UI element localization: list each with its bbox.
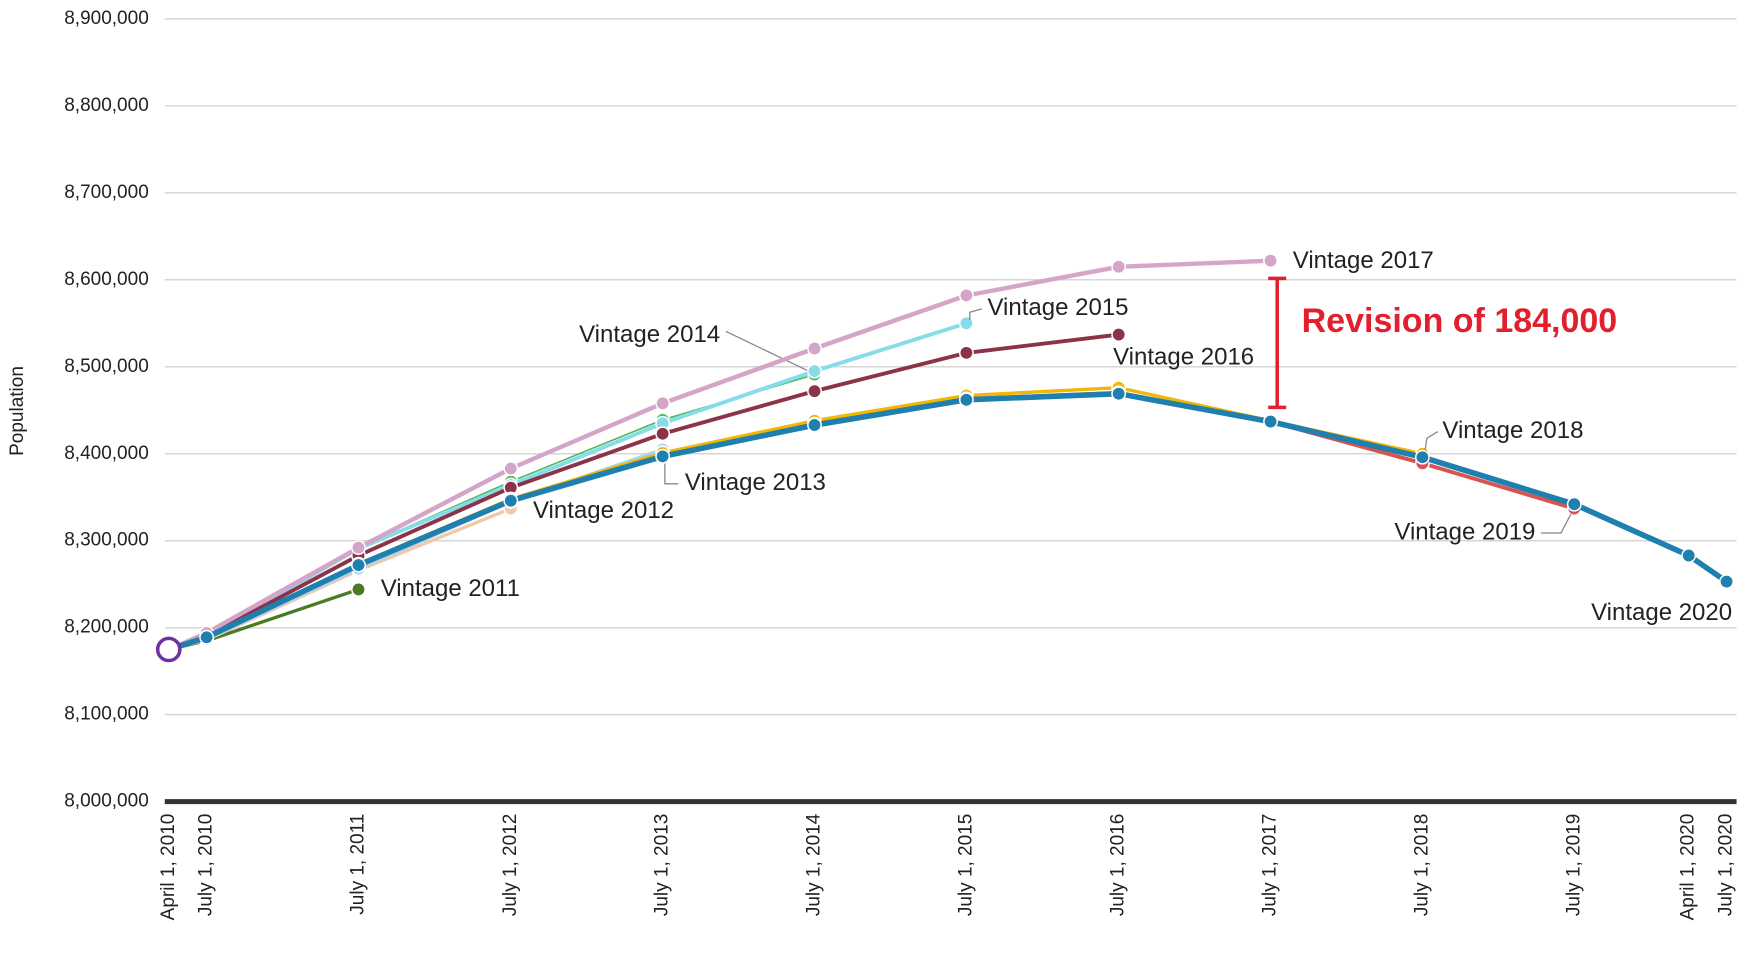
- series-label: Vintage 2017: [1293, 247, 1434, 274]
- data-point: [958, 288, 974, 303]
- x-tick-label: July 1, 2020: [1716, 814, 1737, 916]
- y-tick-label: 8,200,000: [64, 617, 149, 638]
- data-point: [351, 582, 366, 597]
- x-tick-label: July 1, 2012: [500, 814, 521, 916]
- leader-line: [664, 457, 679, 485]
- series-label: Vintage 2012: [533, 497, 674, 524]
- data-point: [1111, 259, 1127, 275]
- revision-label: Revision of 184,000: [1302, 302, 1618, 340]
- y-tick-label: 8,900,000: [64, 8, 149, 29]
- y-tick-label: 8,100,000: [64, 704, 149, 725]
- y-tick-label: 8,700,000: [64, 182, 149, 203]
- x-tick-label: July 1, 2018: [1411, 814, 1432, 916]
- data-point: [1566, 496, 1582, 512]
- leader-line: [725, 330, 810, 372]
- x-tick-label: July 1, 2017: [1260, 814, 1281, 916]
- data-point: [351, 557, 366, 573]
- y-tick-label: 8,500,000: [64, 356, 149, 377]
- series-label: Vintage 2014: [579, 321, 720, 348]
- data-point: [807, 383, 822, 399]
- leader-line: [1540, 513, 1572, 534]
- series-line: [168, 390, 1575, 652]
- data-point: [807, 341, 822, 356]
- series-label: Vintage 2019: [1394, 518, 1535, 545]
- x-tick-label: July 1, 2010: [196, 814, 217, 916]
- y-tick-label: 8,300,000: [64, 530, 149, 551]
- x-tick-label: July 1, 2016: [1108, 814, 1129, 916]
- y-tick-label: 8,000,000: [64, 791, 149, 812]
- x-tick-label: July 1, 2014: [804, 813, 825, 916]
- data-point: [1111, 386, 1127, 402]
- data-point: [1681, 548, 1697, 563]
- data-point: [655, 426, 671, 442]
- series-label: Vintage 2020: [1591, 599, 1732, 626]
- data-point: [1263, 414, 1278, 429]
- series-label: Vintage 2018: [1442, 417, 1583, 444]
- leader-line: [969, 308, 983, 320]
- series-label: Vintage 2013: [685, 469, 826, 496]
- y-tick-label: 8,600,000: [64, 269, 149, 290]
- data-point: [807, 417, 822, 433]
- data-point: [351, 540, 366, 556]
- y-tick-label: 8,400,000: [64, 443, 149, 464]
- x-tick-label: April 1, 2020: [1678, 814, 1699, 921]
- data-point: [1415, 449, 1430, 465]
- data-point: [807, 363, 822, 379]
- data-point: [503, 461, 519, 476]
- series-label: Vintage 2015: [987, 294, 1128, 321]
- series-line: [168, 332, 1119, 652]
- data-point: [958, 315, 974, 331]
- x-tick-label: July 1, 2015: [955, 814, 976, 916]
- x-tick-label: July 1, 2011: [348, 814, 369, 915]
- y-tick-label: 8,800,000: [64, 95, 149, 116]
- data-point: [958, 392, 974, 408]
- x-tick-label: July 1, 2013: [652, 814, 673, 916]
- data-point: [1263, 253, 1278, 269]
- data-point: [655, 395, 671, 411]
- data-point: [503, 493, 519, 509]
- data-point: [1111, 327, 1127, 343]
- data-point: [199, 629, 215, 645]
- series-label: Vintage 2011: [381, 575, 520, 602]
- series-label: Vintage 2016: [1113, 343, 1254, 370]
- data-point: [655, 448, 671, 464]
- data-point: [1719, 574, 1734, 590]
- x-tick-label: July 1, 2019: [1563, 814, 1584, 916]
- y-axis-label: Population: [7, 366, 28, 456]
- leader-line: [1423, 430, 1439, 454]
- census-base-point: [155, 636, 182, 663]
- data-point: [958, 345, 974, 361]
- x-tick-label: April 1, 2010: [158, 814, 179, 921]
